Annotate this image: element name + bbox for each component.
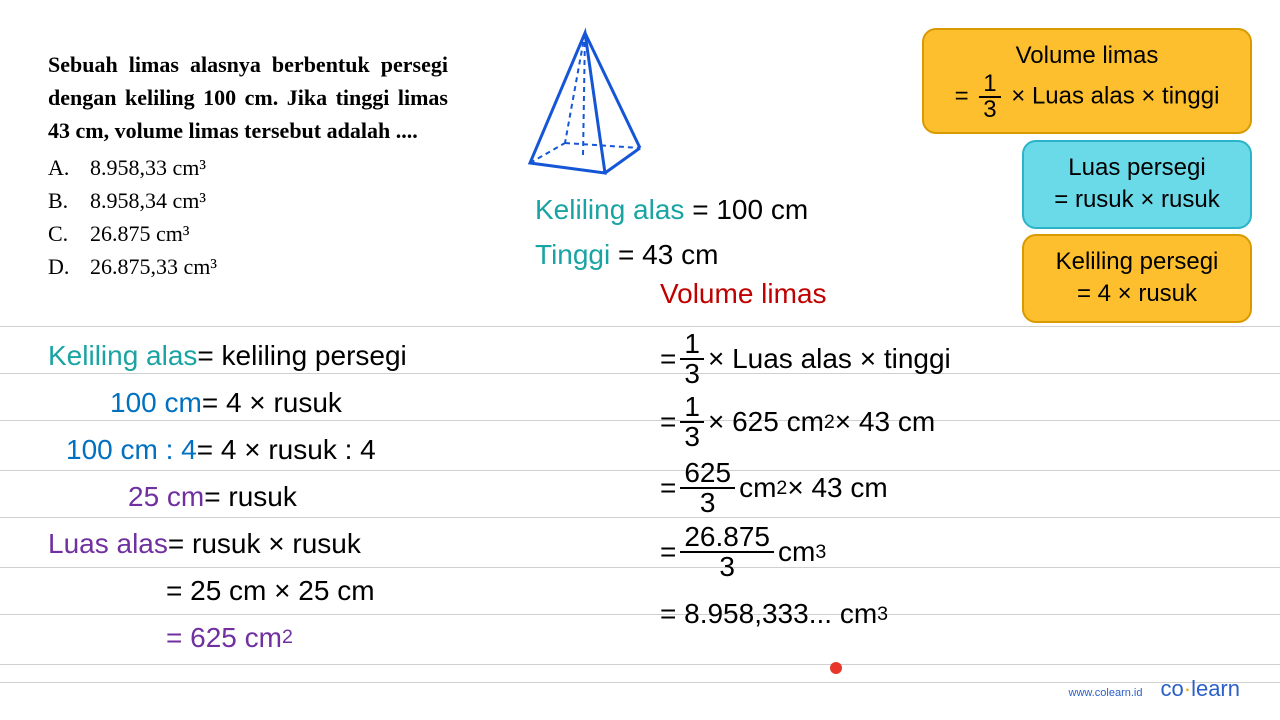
footer: www.colearn.id co·learn	[1069, 676, 1240, 702]
brand-logo: co·learn	[1161, 676, 1241, 702]
pyramid-icon	[520, 28, 650, 178]
footer-url: www.colearn.id	[1069, 687, 1143, 699]
laser-pointer-icon	[830, 662, 842, 674]
question-block: Sebuah limas alasnya berbentuk persegi d…	[48, 48, 448, 283]
question-text: Sebuah limas alasnya berbentuk persegi d…	[48, 48, 448, 147]
rule-line	[0, 664, 1280, 665]
formula-keliling-box: Keliling persegi = 4 × rusuk	[1022, 234, 1252, 323]
volume-heading: Volume limas	[660, 278, 827, 310]
formula-volume-box: Volume limas = 13 × Luas alas × tinggi	[922, 28, 1252, 134]
option-d: D.26.875,33 cm³	[48, 250, 448, 283]
formula-luas-box: Luas persegi = rusuk × rusuk	[1022, 140, 1252, 229]
working-left: Keliling alas = keliling persegi 100 cm …	[48, 332, 407, 661]
given-values: Keliling alas = 100 cm Tinggi = 43 cm	[535, 188, 808, 278]
rule-line	[0, 326, 1280, 327]
option-b: B.8.958,34 cm³	[48, 184, 448, 217]
option-a: A.8.958,33 cm³	[48, 151, 448, 184]
answer-options: A.8.958,33 cm³ B.8.958,34 cm³ C.26.875 c…	[48, 151, 448, 283]
option-c: C.26.875 cm³	[48, 217, 448, 250]
working-right: = 13 × Luas alas × tinggi = 13 × 625 cm2…	[660, 330, 951, 644]
